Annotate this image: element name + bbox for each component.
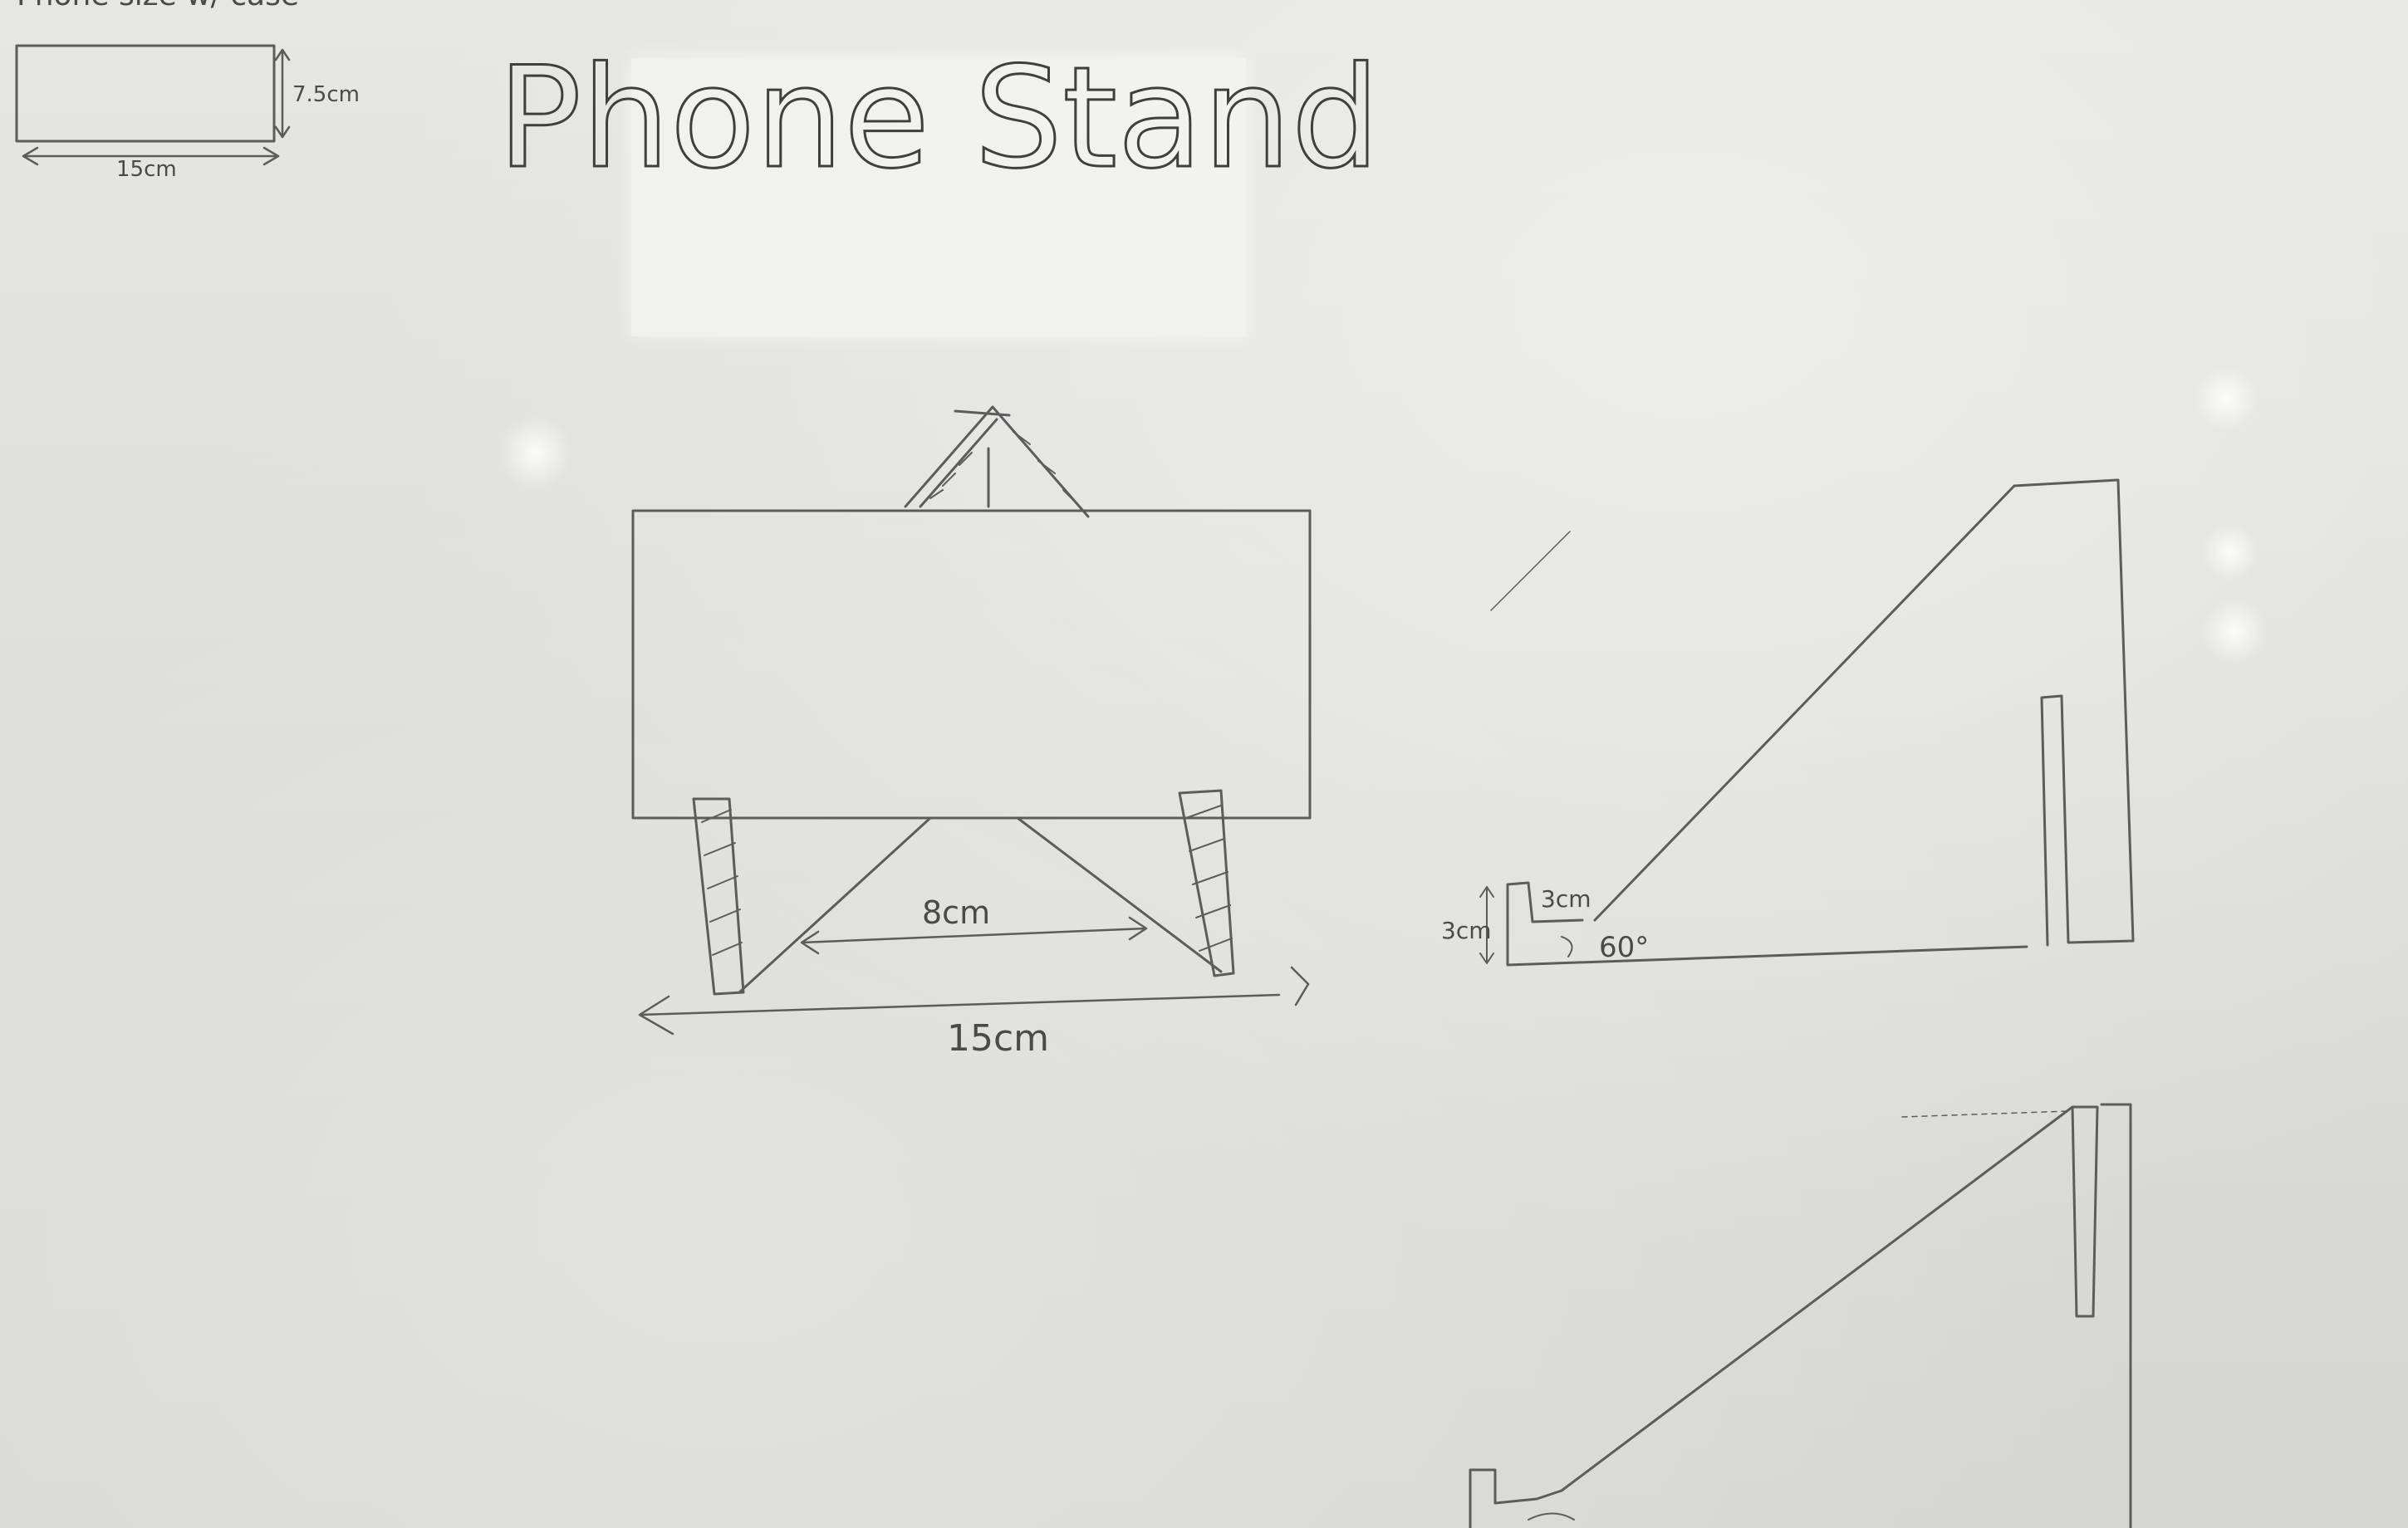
width-dimension-label: 15cm: [947, 1017, 1049, 1060]
phone-outline: [15, 44, 276, 143]
stray-mark: [1490, 531, 1571, 611]
lip-height-arrow: [1479, 886, 1494, 964]
phone-height-arrow: [274, 48, 291, 139]
base-and-lip: [1506, 881, 2028, 967]
glare-spot: [2193, 365, 2259, 432]
title-highlight: [631, 58, 1246, 336]
phone-height-label: 7.5cm: [292, 82, 360, 107]
width-dimension-arrow: [638, 966, 1310, 1036]
glare-spot: [2201, 523, 2259, 581]
inner-dimension-arrow: [800, 916, 1148, 955]
second-stand-outline: [1469, 1103, 2132, 1528]
lip-height-label: 3cm: [1441, 917, 1491, 944]
glare-spot: [2201, 598, 2268, 664]
glare-spot: [498, 415, 573, 490]
inner-dimension-label: 8cm: [922, 894, 990, 931]
angle-arc: [1561, 936, 1573, 957]
phone-size-heading: Phone size w/ case: [17, 0, 299, 12]
side-view-diagram: 3cm 3cm 60°: [1441, 478, 2135, 967]
back-support: [904, 405, 1090, 518]
slanted-back: [1593, 478, 2135, 947]
angle-label: 60°: [1599, 931, 1649, 964]
phone-size-note: Phone size w/ case 7.5cm 15cm: [15, 0, 360, 182]
phone-width-arrow: [22, 146, 280, 166]
left-leg-hatching: [701, 809, 743, 956]
front-view-diagram: 8cm 15cm: [631, 405, 1312, 1060]
right-leg-hatching: [1185, 805, 1233, 952]
phone-front-rect: [631, 509, 1312, 820]
construction-line: [1901, 1110, 2069, 1118]
support-hatching: [929, 431, 1076, 503]
left-leg: [692, 797, 745, 996]
second-side-view: [1469, 1103, 2132, 1528]
page-title: Phone Stand: [498, 37, 1380, 199]
lip-width-label: 3cm: [1541, 885, 1591, 913]
cross-braces: [738, 816, 1223, 994]
phone-width-label: 15cm: [116, 157, 177, 182]
second-angle-arc: [1528, 1512, 1575, 1521]
